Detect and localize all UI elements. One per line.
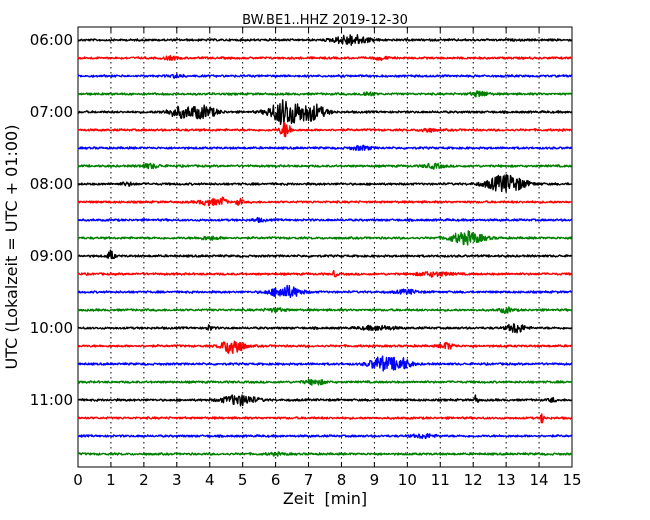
y-tick-label: 07:00 <box>30 103 73 121</box>
x-tick-label: 11 <box>431 471 450 489</box>
trace-line-0930 <box>77 284 573 299</box>
y-axis-ticks: 06:00 07:00 08:00 09:00 10:00 11:00 <box>30 31 572 409</box>
x-tick-label: 5 <box>238 471 248 489</box>
x-tick-label: 7 <box>304 471 314 489</box>
trace-line-0630 <box>77 73 573 79</box>
trace-line-0615 <box>77 54 573 61</box>
chart-title: BW.BE1..HHZ 2019-12-30 <box>242 13 408 28</box>
trace-line-1030 <box>77 355 573 372</box>
trace-line-1000 <box>77 323 573 334</box>
plot-frame <box>77 26 573 468</box>
trace-line-0830 <box>77 216 573 223</box>
x-tick-label: 14 <box>530 471 549 489</box>
x-tick-label: 3 <box>172 471 182 489</box>
trace-line-0815 <box>77 196 573 207</box>
trace-line-0730 <box>77 144 573 151</box>
y-tick-label: 09:00 <box>30 247 73 265</box>
x-tick-label: 4 <box>205 471 215 489</box>
trace-line-1045 <box>77 378 573 386</box>
trace-line-1115 <box>77 413 573 424</box>
x-tick-label: 0 <box>73 471 83 489</box>
x-tick-label: 1 <box>106 471 116 489</box>
seismic-traces <box>77 34 573 457</box>
trace-line-1130 <box>77 433 573 440</box>
x-axis-ticks: 0 1 2 3 4 5 6 7 8 9 10 11 12 13 14 15 <box>73 27 582 489</box>
x-axis-label: Zeit [min] <box>283 489 367 508</box>
trace-line-0645 <box>77 90 573 98</box>
trace-line-1100 <box>77 394 573 407</box>
trace-line-0715 <box>77 121 573 138</box>
trace-line-1015 <box>77 340 573 354</box>
y-axis-label: UTC (Lokalzeit = UTC + 01:00) <box>2 125 21 370</box>
x-tick-label: 9 <box>370 471 380 489</box>
trace-line-0700 <box>77 99 573 126</box>
trace-line-0745 <box>77 162 573 170</box>
x-tick-label: 15 <box>562 471 581 489</box>
x-tick-label: 12 <box>464 471 483 489</box>
trace-line-0900 <box>77 249 573 260</box>
y-tick-label: 10:00 <box>30 319 73 337</box>
x-tick-label: 8 <box>337 471 347 489</box>
trace-line-0915 <box>77 269 573 278</box>
trace-line-0945 <box>77 306 573 314</box>
y-tick-label: 08:00 <box>30 175 73 193</box>
x-tick-label: 2 <box>139 471 149 489</box>
y-tick-label: 11:00 <box>30 391 73 409</box>
x-tick-label: 13 <box>497 471 516 489</box>
trace-line-0600 <box>77 34 573 46</box>
trace-line-0800 <box>77 174 573 193</box>
x-tick-label: 6 <box>271 471 281 489</box>
trace-line-0845 <box>77 230 573 246</box>
grid-lines <box>110 27 540 467</box>
trace-line-1145 <box>77 451 573 457</box>
x-tick-label: 10 <box>398 471 417 489</box>
y-tick-label: 06:00 <box>30 31 73 49</box>
